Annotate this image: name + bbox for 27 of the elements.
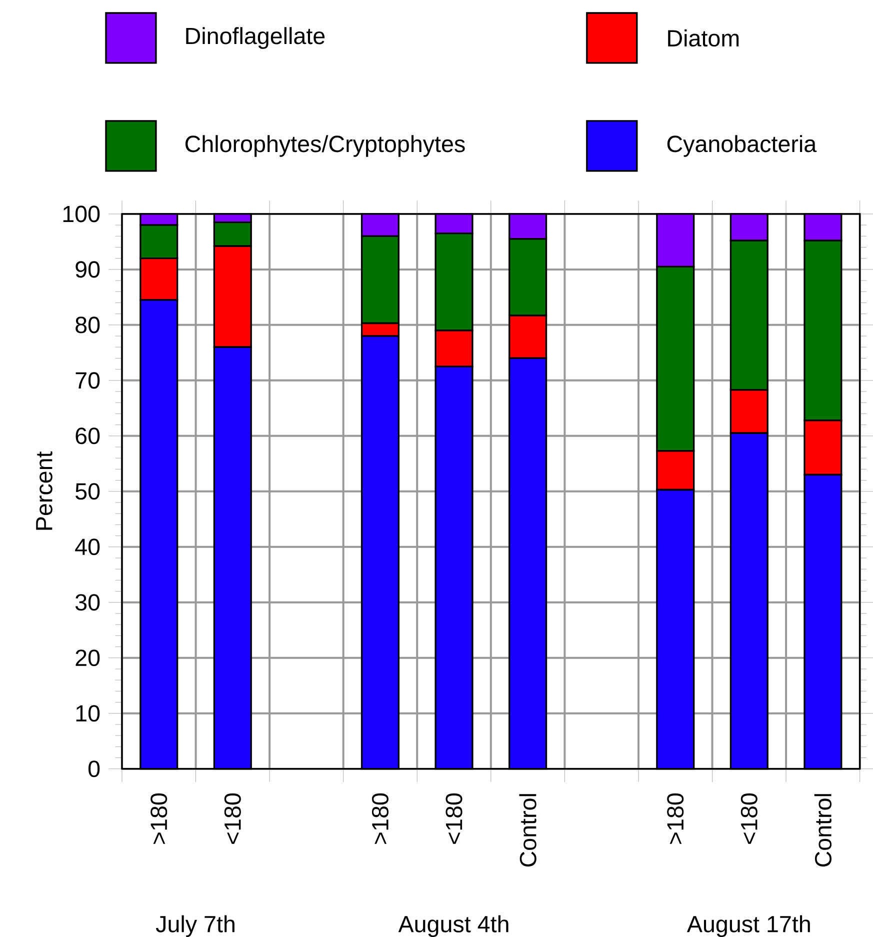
y-tick-label: 0 <box>88 760 100 778</box>
y-tick-label: 20 <box>76 650 100 666</box>
text: August 17th <box>686 915 810 937</box>
legend-label: Dinoflagellate <box>186 27 324 49</box>
legend-label: Cyanobacteria <box>667 135 816 157</box>
text: August 4th <box>398 915 508 937</box>
y-tick-label: 50 <box>75 483 100 500</box>
x-tick-label: <180 <box>740 793 758 844</box>
y-tick-label: 30 <box>75 594 100 611</box>
x-tick-label: >180 <box>666 793 684 844</box>
y-tick-label: 100 <box>63 206 100 222</box>
x-tick-label: >180 <box>372 793 388 844</box>
text: July 7th <box>156 915 234 937</box>
x-tick-label: <180 <box>224 793 241 844</box>
y-tick-label: 90 <box>76 261 100 278</box>
x-tick-label: >180 <box>150 793 167 844</box>
x-tick-label: Control <box>519 794 536 867</box>
y-axis-title: Percent <box>36 451 52 530</box>
y-tick-label: 70 <box>76 372 100 389</box>
y-tick-label: 80 <box>75 316 100 334</box>
y-tick-label: 10 <box>76 705 100 722</box>
y-tick-label: 60 <box>76 428 100 444</box>
legend-label: Chlorophytes/Cryptophytes <box>185 135 465 157</box>
x-tick-label: Control <box>814 794 832 867</box>
y-tick-label: 40 <box>74 538 100 556</box>
x-tick-label: <180 <box>446 793 462 844</box>
legend-label: Diatom <box>668 29 738 47</box>
